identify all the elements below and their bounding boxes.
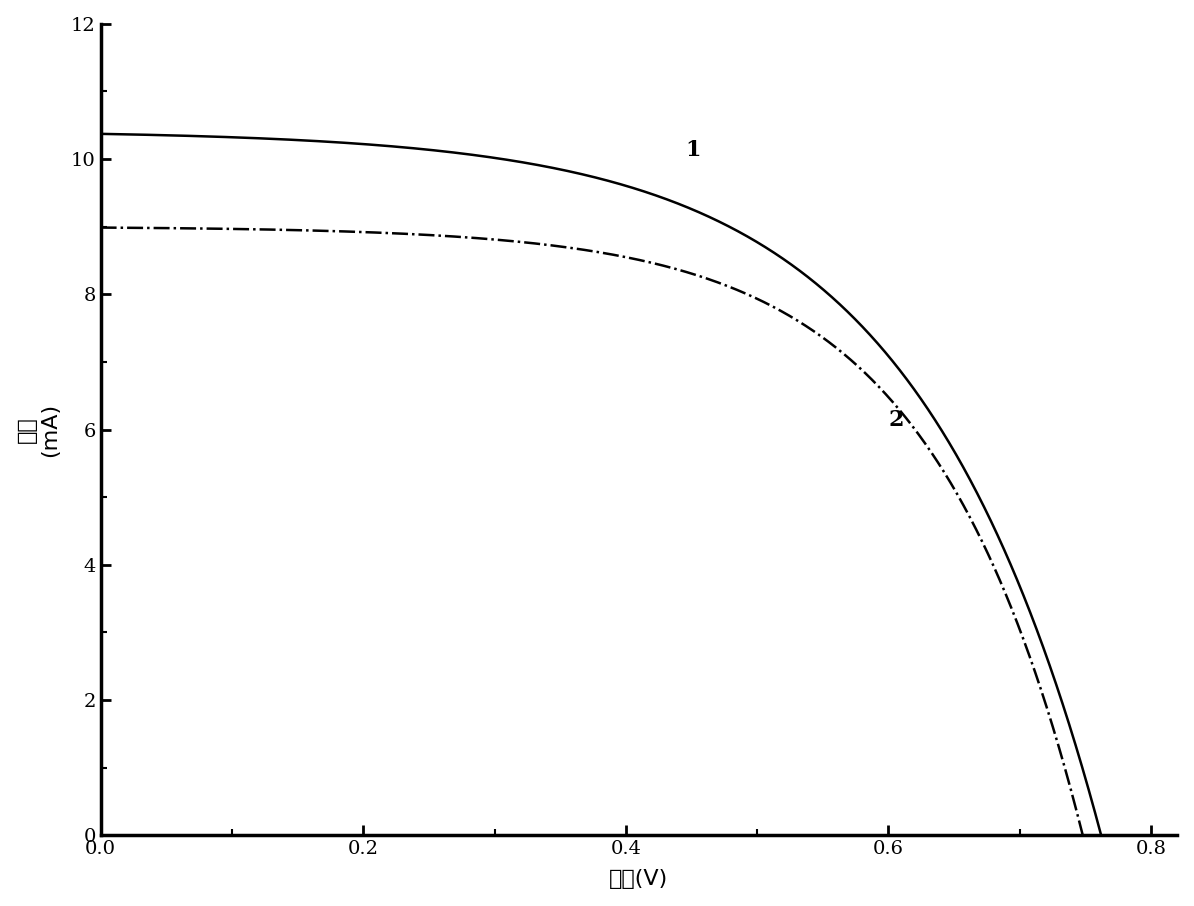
X-axis label: 电压(V): 电压(V) xyxy=(609,870,669,890)
Text: 2: 2 xyxy=(888,410,904,431)
Text: 1: 1 xyxy=(685,139,701,160)
Y-axis label: 电流
(mA): 电流 (mA) xyxy=(17,402,60,457)
